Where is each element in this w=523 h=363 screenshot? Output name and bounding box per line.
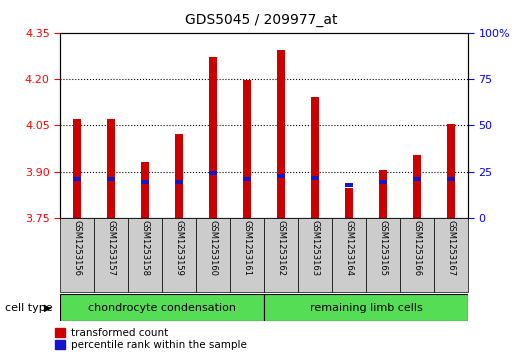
Bar [196,218,230,292]
Bar [60,218,94,292]
Bar [447,177,456,181]
Legend: transformed count, percentile rank within the sample: transformed count, percentile rank withi… [55,328,246,350]
Bar [175,180,184,184]
Bar [128,218,162,292]
Bar [379,170,388,218]
Bar [366,218,400,292]
Bar [413,155,422,218]
Bar [60,294,264,321]
Bar [413,177,422,181]
Bar [400,218,434,292]
Text: GSM1253159: GSM1253159 [175,220,184,276]
Bar [345,188,354,218]
Text: GDS5045 / 209977_at: GDS5045 / 209977_at [185,13,338,27]
Bar [243,81,252,218]
Text: GSM1253162: GSM1253162 [277,220,286,276]
Bar [141,162,150,218]
Bar [332,218,366,292]
Text: GSM1253163: GSM1253163 [311,220,320,276]
Bar [107,177,116,181]
Bar [277,174,286,178]
Bar [209,57,218,218]
Bar [73,119,82,218]
Bar [434,218,468,292]
Bar [277,50,286,218]
Text: cell type: cell type [5,303,53,313]
Text: GSM1253157: GSM1253157 [107,220,116,276]
Bar [162,218,196,292]
Text: GSM1253160: GSM1253160 [209,220,218,276]
Bar [107,119,116,218]
Text: remaining limb cells: remaining limb cells [310,303,423,313]
Bar [311,98,320,218]
Text: chondrocyte condensation: chondrocyte condensation [88,303,236,313]
Text: GSM1253167: GSM1253167 [447,220,456,276]
Text: GSM1253165: GSM1253165 [379,220,388,276]
Bar [264,218,298,292]
Text: GSM1253158: GSM1253158 [141,220,150,276]
Bar [243,177,252,181]
Text: GSM1253161: GSM1253161 [243,220,252,276]
Bar [264,294,468,321]
Bar [311,176,320,180]
Bar [345,183,354,187]
Bar [209,171,218,175]
Text: GSM1253164: GSM1253164 [345,220,354,276]
Text: GSM1253156: GSM1253156 [73,220,82,276]
Bar [379,180,388,184]
Bar [298,218,332,292]
Bar [447,124,456,218]
Bar [73,177,82,181]
Bar [175,135,184,218]
Bar [94,218,128,292]
Bar [141,180,150,184]
Text: ▶: ▶ [44,303,52,313]
Bar [230,218,264,292]
Text: GSM1253166: GSM1253166 [413,220,422,276]
